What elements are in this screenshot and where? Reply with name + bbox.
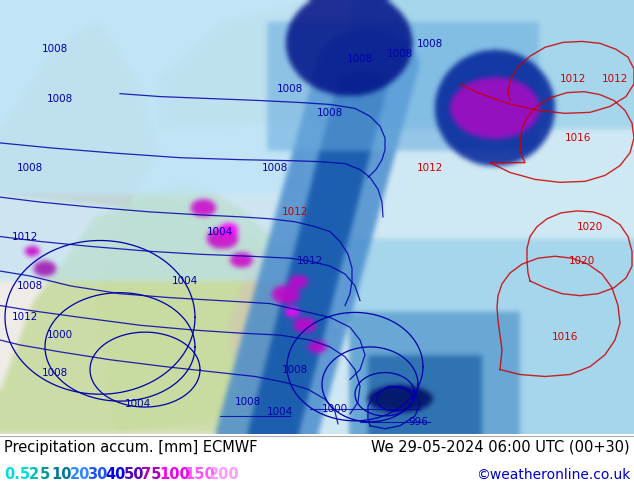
Text: 1008: 1008 — [42, 368, 68, 377]
Text: 1008: 1008 — [317, 108, 343, 119]
Text: 1008: 1008 — [387, 49, 413, 59]
Text: 1012: 1012 — [281, 207, 308, 217]
Text: 1008: 1008 — [47, 94, 73, 103]
Text: 50: 50 — [124, 467, 144, 482]
Text: 1020: 1020 — [577, 221, 603, 232]
Text: 1000: 1000 — [47, 330, 73, 340]
Text: 1012: 1012 — [12, 312, 38, 322]
Text: 1012: 1012 — [417, 163, 443, 172]
Text: 1016: 1016 — [565, 133, 591, 143]
Text: 1008: 1008 — [417, 39, 443, 49]
Text: 30: 30 — [87, 467, 108, 482]
Text: 1008: 1008 — [235, 397, 261, 407]
Text: 150: 150 — [184, 467, 215, 482]
Text: 1012: 1012 — [297, 256, 323, 266]
Text: 1012: 1012 — [560, 74, 586, 84]
Text: 1004: 1004 — [267, 407, 293, 417]
Text: 996: 996 — [408, 417, 428, 427]
Text: 5: 5 — [40, 467, 50, 482]
Text: 2: 2 — [29, 467, 39, 482]
Text: 1008: 1008 — [262, 163, 288, 172]
Text: 1012: 1012 — [12, 232, 38, 242]
Text: 40: 40 — [105, 467, 126, 482]
Text: Precipitation accum. [mm] ECMWF: Precipitation accum. [mm] ECMWF — [4, 440, 257, 455]
Text: 75: 75 — [141, 467, 162, 482]
Text: 1008: 1008 — [347, 54, 373, 64]
Text: 1016: 1016 — [552, 332, 578, 342]
Text: 1004: 1004 — [125, 399, 151, 409]
Text: We 29-05-2024 06:00 UTC (00+30): We 29-05-2024 06:00 UTC (00+30) — [372, 440, 630, 455]
Text: 10: 10 — [51, 467, 72, 482]
Text: 200: 200 — [209, 467, 239, 482]
Text: 1008: 1008 — [17, 163, 43, 172]
Text: 1012: 1012 — [602, 74, 628, 84]
Text: 1008: 1008 — [42, 44, 68, 54]
Text: 0.5: 0.5 — [4, 467, 30, 482]
Text: ©weatheronline.co.uk: ©weatheronline.co.uk — [476, 468, 630, 482]
Text: 1008: 1008 — [282, 365, 308, 374]
Text: 1000: 1000 — [322, 404, 348, 414]
Text: 1008: 1008 — [17, 281, 43, 291]
Text: 1020: 1020 — [569, 256, 595, 266]
Text: 20: 20 — [70, 467, 90, 482]
Text: 100: 100 — [160, 467, 190, 482]
Text: 1004: 1004 — [207, 226, 233, 237]
Text: 1008: 1008 — [277, 84, 303, 94]
Text: 1004: 1004 — [172, 276, 198, 286]
